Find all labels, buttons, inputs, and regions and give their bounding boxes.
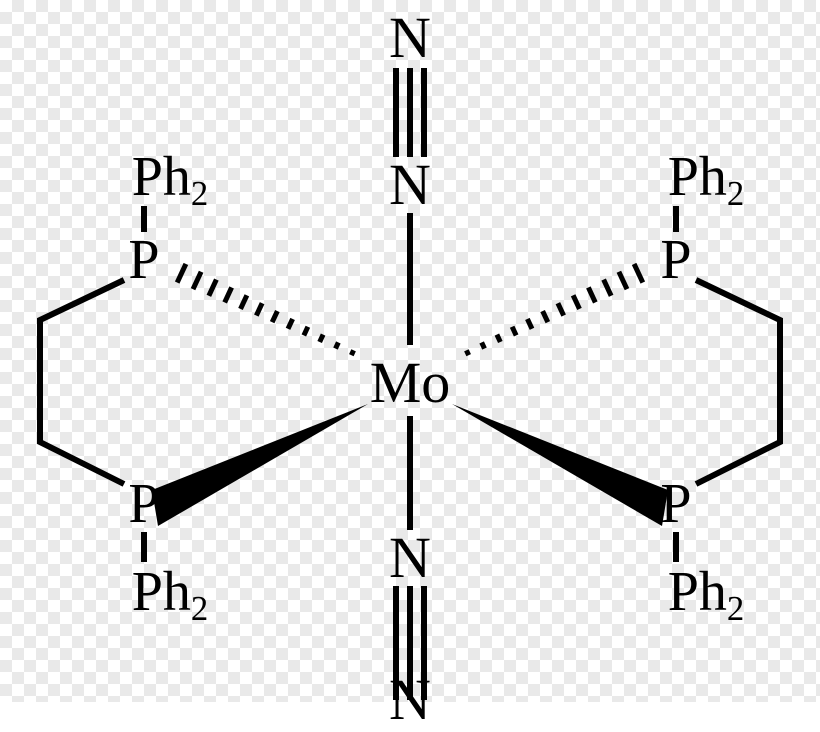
label-ph2-left-bot: Ph2 (132, 564, 209, 620)
atom-p-right-bot: P (660, 476, 691, 532)
chemical-structure: Mo N N N N P P P P Ph2 Ph2 Ph2 Ph2 (0, 0, 820, 702)
atom-n-top-outer: N (389, 9, 431, 67)
atom-n-top-inner: N (389, 156, 431, 214)
label-ph2-right-top: Ph2 (668, 149, 745, 205)
atom-mo: Mo (370, 354, 451, 412)
atom-p-left-top: P (128, 232, 159, 288)
label-ph2-right-bot: Ph2 (668, 564, 745, 620)
atom-n-bot-inner: N (389, 529, 431, 587)
atom-n-bot-outer: N (389, 671, 431, 729)
label-ph2-left-top: Ph2 (132, 149, 209, 205)
atom-p-right-top: P (660, 232, 691, 288)
atom-p-left-bot: P (128, 476, 159, 532)
